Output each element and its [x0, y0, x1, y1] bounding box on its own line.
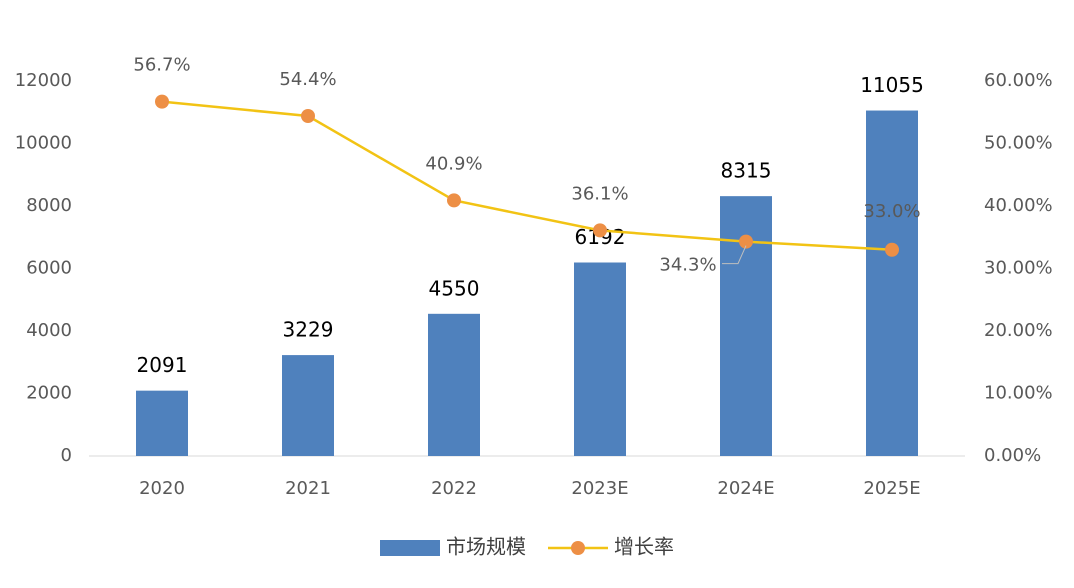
y-tick-label: 10000 — [15, 133, 72, 154]
line-value-label: 54.4% — [279, 69, 336, 90]
y-tick-label: 2000 — [26, 383, 72, 404]
line-value-label: 33.0% — [863, 201, 920, 222]
legend-label: 市场规模 — [446, 535, 526, 559]
bar-value-label: 2091 — [137, 353, 188, 377]
y2-tick-label: 30.00% — [984, 258, 1053, 279]
bar-value-label: 11055 — [860, 73, 924, 97]
leader-line — [722, 245, 747, 265]
y2-tick-label: 60.00% — [984, 70, 1053, 91]
y-tick-label: 12000 — [15, 70, 72, 91]
y-tick-label: 6000 — [26, 258, 72, 279]
bar-value-label: 3229 — [283, 318, 334, 342]
line-marker — [155, 94, 169, 109]
y-tick-label: 0 — [61, 445, 72, 466]
y2-tick-label: 20.00% — [984, 320, 1053, 341]
x-tick-label: 2022 — [431, 478, 477, 499]
y-tick-label: 4000 — [26, 320, 72, 341]
x-tick-label: 2025E — [863, 478, 920, 499]
legend-swatch — [380, 540, 440, 556]
line-marker — [593, 223, 607, 238]
line-value-label: 36.1% — [571, 183, 628, 204]
line-marker — [885, 242, 899, 257]
line-marker — [301, 109, 315, 123]
line-marker — [447, 193, 461, 208]
bar — [136, 390, 188, 456]
bar-value-label: 8315 — [721, 159, 772, 183]
x-tick-label: 2023E — [571, 478, 628, 499]
legend-label: 增长率 — [614, 535, 674, 559]
bar — [428, 313, 480, 456]
line-marker — [739, 234, 753, 249]
y2-tick-label: 0.00% — [984, 445, 1041, 466]
bar — [574, 262, 626, 456]
line-value-label: 56.7% — [133, 55, 190, 76]
bar — [282, 355, 334, 456]
x-tick-label: 2021 — [285, 478, 331, 499]
bar-value-label: 4550 — [429, 276, 480, 300]
y2-tick-label: 40.00% — [984, 195, 1053, 216]
y-tick-label: 8000 — [26, 195, 72, 216]
x-tick-label: 2024E — [717, 478, 774, 499]
y2-tick-label: 10.00% — [984, 383, 1053, 404]
bar — [866, 110, 918, 456]
line-value-label: 34.3% — [659, 255, 716, 276]
line — [161, 100, 893, 251]
x-tick-label: 2020 — [139, 478, 185, 499]
line-value-label: 40.9% — [425, 153, 482, 174]
y2-tick-label: 50.00% — [984, 133, 1053, 154]
legend-swatch-marker — [571, 541, 585, 555]
